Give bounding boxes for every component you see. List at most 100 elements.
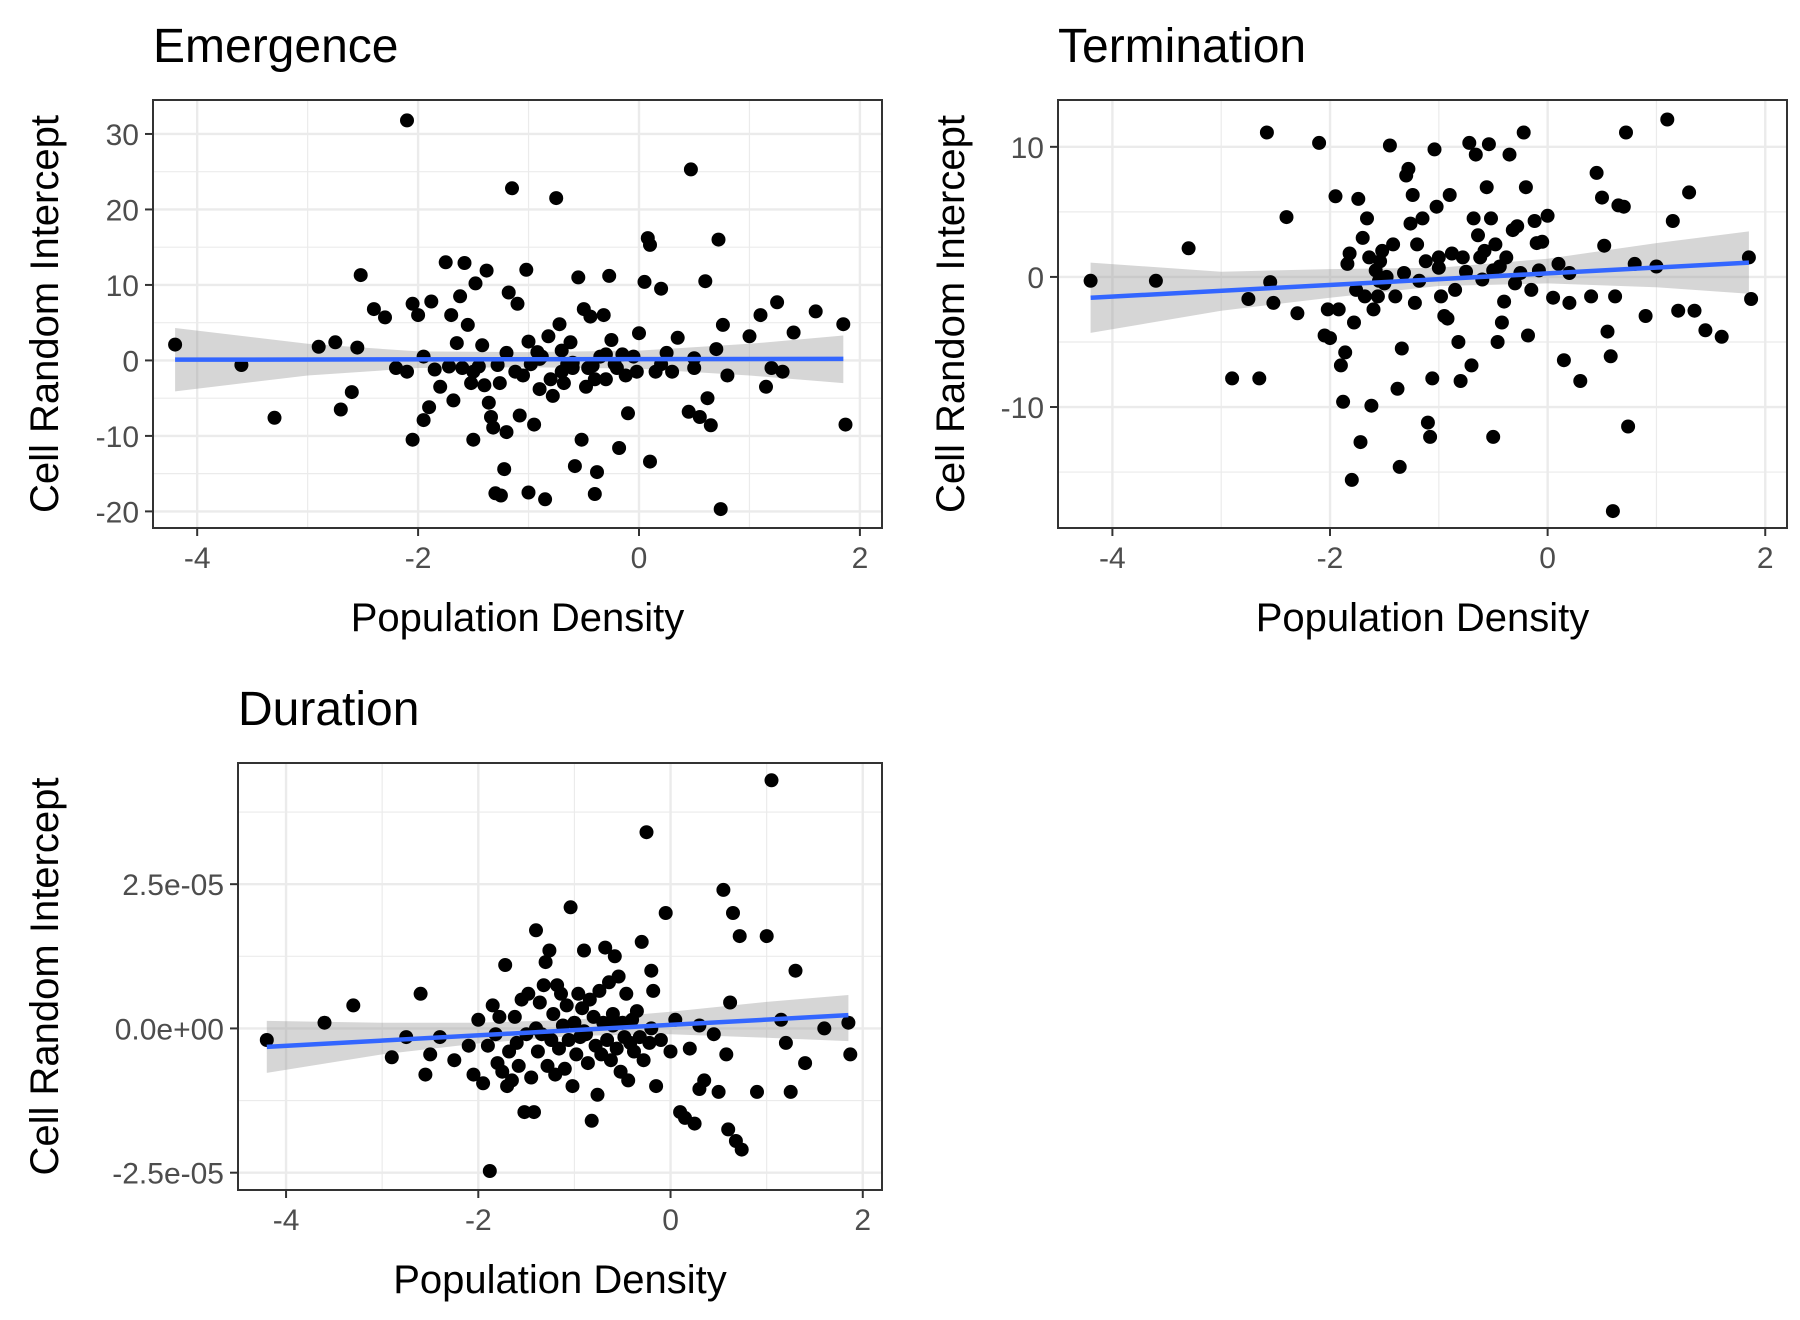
data-point — [609, 1041, 624, 1056]
data-point — [798, 1056, 813, 1071]
data-point — [719, 1047, 734, 1062]
data-point — [1562, 295, 1577, 310]
confidence-band — [266, 995, 849, 1073]
panel-title: Termination — [1058, 20, 1306, 73]
data-point — [1440, 311, 1455, 326]
data-point — [783, 1084, 798, 1099]
data-point — [1382, 138, 1397, 153]
data-point — [427, 362, 442, 377]
data-point — [1386, 237, 1401, 252]
data-point — [621, 406, 635, 421]
data-point — [788, 963, 803, 978]
data-point — [720, 368, 735, 383]
data-point — [1518, 180, 1533, 195]
data-point — [605, 1007, 620, 1021]
data-point — [836, 317, 851, 332]
data-point — [587, 487, 602, 501]
data-point — [639, 825, 654, 840]
data-point — [1527, 214, 1542, 228]
data-point — [692, 410, 707, 424]
y-tick-label: -20 — [96, 496, 139, 529]
data-point — [317, 1015, 332, 1030]
x-tick-label: -4 — [273, 1204, 300, 1237]
data-point — [604, 333, 619, 347]
data-point — [1499, 250, 1514, 265]
data-point — [521, 986, 536, 1001]
data-point — [366, 302, 381, 317]
data-point — [584, 1113, 599, 1128]
data-point — [786, 325, 801, 340]
data-point — [1455, 250, 1470, 265]
y-tick-label: 10 — [106, 270, 139, 303]
data-point — [742, 329, 757, 344]
data-point — [1484, 211, 1498, 226]
data-point — [644, 963, 659, 978]
data-point — [1638, 309, 1653, 323]
x-tick-label: -4 — [1099, 542, 1126, 575]
data-point — [552, 317, 567, 332]
data-point — [1660, 112, 1675, 127]
data-point — [709, 342, 724, 357]
data-point — [1471, 228, 1485, 243]
data-point — [753, 308, 768, 323]
data-point — [411, 308, 426, 323]
data-point — [703, 418, 718, 433]
data-point — [517, 1105, 532, 1120]
data-point — [444, 308, 459, 323]
data-point — [453, 289, 468, 304]
data-point — [598, 372, 613, 387]
data-point — [466, 364, 481, 379]
data-point — [446, 393, 461, 408]
data-point — [532, 382, 547, 397]
data-point — [559, 998, 574, 1013]
data-point — [168, 337, 183, 352]
data-point — [497, 462, 512, 477]
data-point — [1442, 188, 1457, 202]
x-tick-label: 2 — [1757, 542, 1774, 575]
data-point — [482, 1164, 497, 1178]
data-point — [484, 410, 498, 424]
data-point — [565, 1079, 580, 1094]
data-point — [529, 923, 543, 938]
data-point — [464, 376, 479, 391]
data-point — [1551, 256, 1566, 271]
data-point — [538, 955, 553, 970]
data-point — [511, 1058, 526, 1073]
data-point — [1415, 211, 1430, 226]
data-points — [1083, 112, 1759, 519]
data-point — [1608, 289, 1623, 304]
data-point — [498, 958, 513, 972]
data-point — [527, 1105, 541, 1120]
data-point — [580, 1056, 595, 1071]
x-axis-title: Population Density — [1256, 596, 1590, 640]
data-point — [770, 295, 785, 310]
data-point — [552, 1041, 566, 1056]
data-point — [636, 1053, 651, 1068]
data-point — [546, 1007, 561, 1021]
data-point — [328, 335, 343, 350]
data-point — [1682, 185, 1697, 200]
data-point — [600, 1033, 615, 1047]
regression-line — [266, 1012, 849, 1050]
data-point — [577, 943, 591, 958]
data-point — [734, 1142, 749, 1157]
data-point — [618, 368, 633, 383]
data-point — [1535, 234, 1550, 249]
x-tick-label: 2 — [854, 1204, 871, 1237]
data-point — [1323, 331, 1337, 346]
data-point — [1336, 394, 1351, 409]
data-point — [1687, 303, 1702, 318]
data-point — [344, 385, 359, 400]
data-point — [350, 340, 365, 355]
data-point — [1083, 273, 1098, 288]
data-point — [353, 268, 368, 283]
data-point — [475, 338, 490, 353]
data-point — [1744, 292, 1759, 306]
data-point — [519, 262, 534, 277]
data-point — [1333, 358, 1348, 373]
data-point — [721, 1122, 736, 1137]
data-point — [416, 413, 431, 428]
data-point — [841, 1015, 856, 1030]
data-point — [843, 1047, 858, 1062]
data-point — [1360, 211, 1374, 226]
